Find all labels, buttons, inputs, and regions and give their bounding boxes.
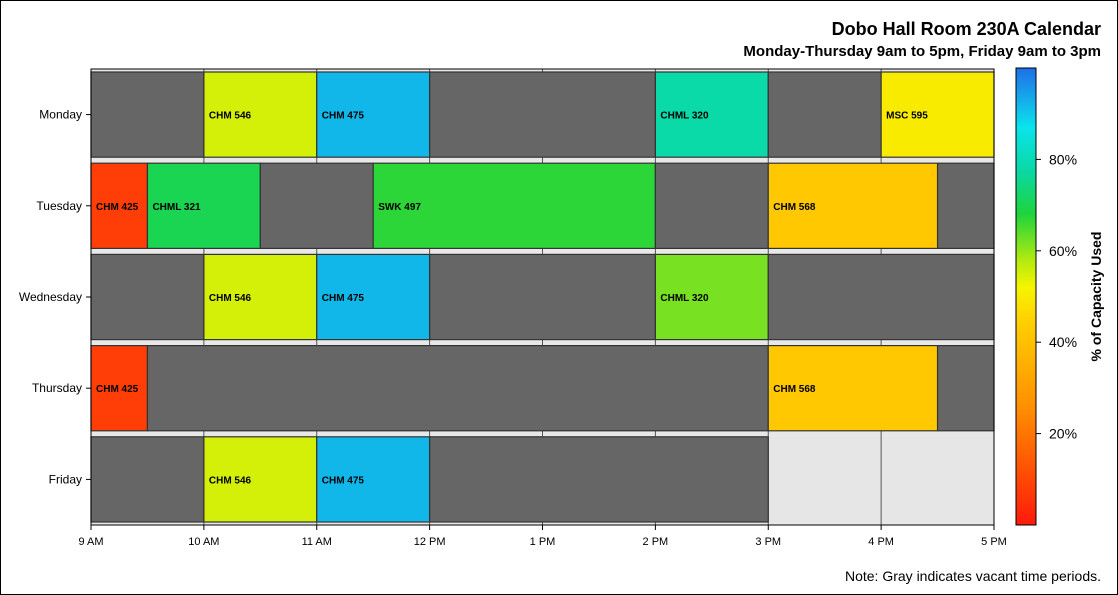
colorbar-tick-label: 40% [1049, 334, 1077, 350]
event-label: SWK 497 [378, 202, 421, 213]
chart-title: Dobo Hall Room 230A Calendar [832, 19, 1101, 39]
event-bar[interactable]: MSC 595 [880, 71, 995, 158]
event-bar[interactable]: CHM 475 [316, 253, 431, 341]
event-block[interactable] [880, 71, 995, 158]
colorbar-tick-label: 80% [1049, 151, 1077, 167]
vacant-block[interactable] [90, 253, 205, 341]
x-tick-label: 10 AM [188, 536, 219, 548]
vacant-block[interactable] [767, 71, 882, 158]
day-label: Monday [39, 108, 82, 122]
event-label: CHM 568 [773, 384, 816, 395]
vacant-block[interactable] [767, 253, 995, 341]
event-bar[interactable]: CHML 321 [146, 162, 261, 249]
vacant-bar[interactable] [936, 162, 995, 249]
event-block[interactable] [316, 436, 431, 523]
vacant-bar[interactable] [259, 162, 374, 249]
day-label: Friday [49, 472, 82, 486]
x-tick-label: 9 AM [78, 536, 103, 548]
event-block[interactable] [767, 162, 939, 249]
colorbar-tick-label: 20% [1049, 426, 1077, 442]
vacant-block[interactable] [146, 345, 769, 432]
x-tick-label: 11 AM [302, 536, 332, 548]
colorbar: 20% 40% 60% 80% [1015, 67, 1077, 526]
vacant-bar[interactable] [936, 345, 995, 432]
vacant-bar[interactable] [90, 436, 205, 523]
event-label: CHM 568 [773, 202, 816, 213]
vacant-block[interactable] [259, 162, 374, 249]
vacant-bar[interactable] [767, 71, 882, 158]
event-label: CHM 546 [209, 475, 252, 486]
event-block[interactable] [203, 71, 318, 158]
vacant-bar[interactable] [767, 253, 995, 341]
event-label: MSC 595 [886, 111, 928, 122]
event-block[interactable] [203, 436, 318, 523]
event-bar[interactable]: CHM 568 [767, 345, 939, 432]
vacant-bar[interactable] [429, 71, 656, 158]
event-block[interactable] [316, 71, 431, 158]
event-label: CHM 425 [96, 384, 139, 395]
event-bar[interactable]: CHM 546 [203, 436, 318, 523]
vacant-bar[interactable] [146, 345, 769, 432]
vacant-bar[interactable] [429, 436, 769, 523]
vacant-block[interactable] [429, 71, 656, 158]
event-bar[interactable]: CHM 425 [90, 162, 149, 249]
day-label: Thursday [32, 381, 82, 395]
event-bar[interactable]: SWK 497 [372, 162, 656, 249]
event-block[interactable] [654, 253, 769, 341]
event-label: CHM 475 [322, 111, 365, 122]
event-block[interactable] [767, 345, 939, 432]
chart-subtitle: Monday-Thursday 9am to 5pm, Friday 9am t… [743, 43, 1101, 60]
event-bar[interactable]: CHM 475 [316, 71, 431, 158]
vacant-block[interactable] [429, 436, 769, 523]
colorbar-scale [1015, 67, 1037, 526]
vacant-block[interactable] [90, 71, 205, 158]
event-label: CHM 475 [322, 293, 365, 304]
event-block[interactable] [372, 162, 656, 249]
x-tick-label: 3 PM [755, 536, 781, 548]
vacant-block[interactable] [936, 162, 995, 249]
vacant-block[interactable] [90, 436, 205, 523]
day-label: Tuesday [36, 199, 82, 213]
day-label: Wednesday [19, 290, 82, 304]
event-block[interactable] [654, 71, 769, 158]
event-bar[interactable]: CHM 568 [767, 162, 939, 249]
x-tick-label: 5 PM [981, 536, 1007, 548]
plot-area: CHM 546 CHM 475 CHML 320 MSC 595 CHM 425 CHML… [19, 68, 1007, 548]
event-block[interactable] [316, 253, 431, 341]
event-label: CHM 425 [96, 202, 139, 213]
event-label: CHM 546 [209, 293, 252, 304]
event-bar[interactable]: CHM 475 [316, 436, 431, 523]
event-label: CHML 320 [660, 293, 709, 304]
event-label: CHM 475 [322, 475, 365, 486]
event-label: CHML 321 [152, 202, 201, 213]
event-bar[interactable]: CHML 320 [654, 253, 769, 341]
footnote: Note: Gray indicates vacant time periods… [845, 568, 1101, 584]
vacant-block[interactable] [654, 162, 769, 249]
event-bar[interactable]: CHM 546 [203, 253, 318, 341]
vacant-bar[interactable] [90, 253, 205, 341]
event-bar[interactable]: CHM 425 [90, 345, 149, 432]
colorbar-tick-label: 60% [1049, 243, 1077, 259]
x-tick-label: 2 PM [643, 536, 669, 548]
x-tick-label: 4 PM [868, 536, 894, 548]
event-bar[interactable]: CHML 320 [654, 71, 769, 158]
x-tick-label: 1 PM [530, 536, 556, 548]
vacant-bar[interactable] [654, 162, 769, 249]
event-block[interactable] [146, 162, 261, 249]
colorbar-title: % of Capacity Used [1088, 232, 1104, 362]
x-tick-label: 12 PM [414, 536, 446, 548]
vacant-block[interactable] [429, 253, 656, 341]
vacant-bar[interactable] [90, 71, 205, 158]
event-label: CHM 546 [209, 111, 252, 122]
event-bar[interactable]: CHM 546 [203, 71, 318, 158]
vacant-bar[interactable] [429, 253, 656, 341]
event-label: CHML 320 [660, 111, 709, 122]
vacant-block[interactable] [936, 345, 995, 432]
